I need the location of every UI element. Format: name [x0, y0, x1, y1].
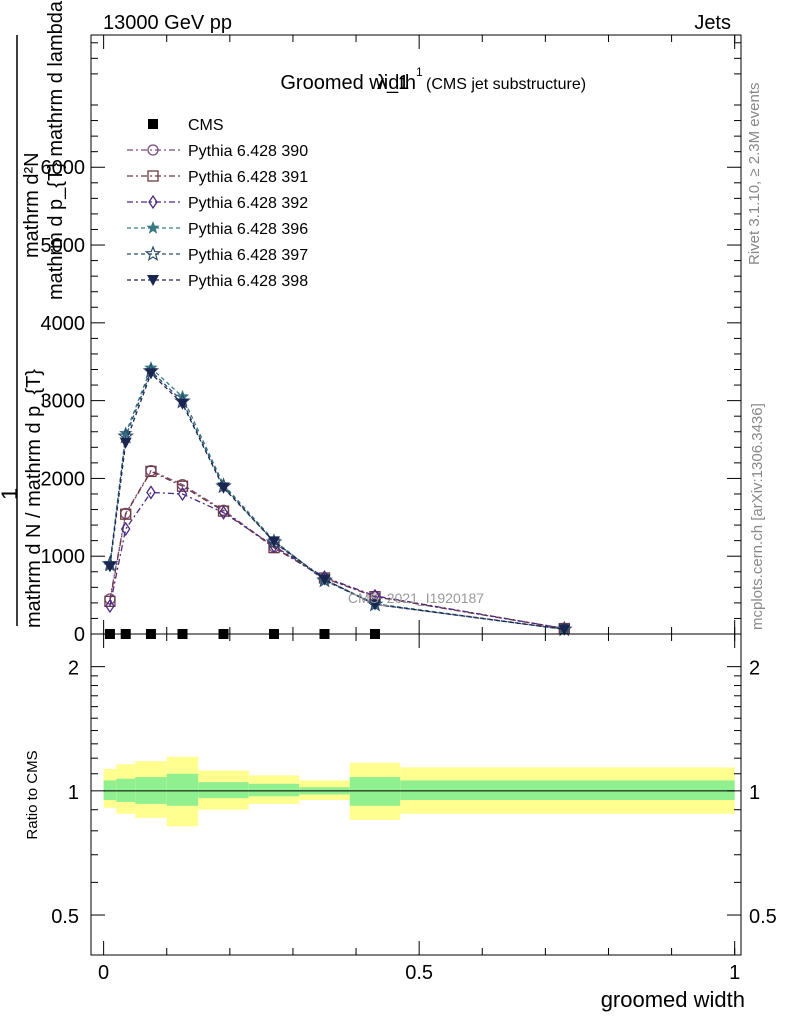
main-series-layer: [101, 361, 573, 639]
main-ytick-label: 0: [74, 624, 85, 646]
series-pythia-6-428-391: [104, 465, 570, 635]
ratio-ylabel: Ratio to CMS: [24, 750, 41, 839]
data-point: [119, 437, 132, 449]
title-symbol: λ_1: [377, 72, 409, 94]
ratio-band-inner: [116, 778, 136, 802]
ratio-uncertainty-bands: [103, 756, 735, 827]
data-point: [146, 485, 156, 500]
series-line: [109, 369, 565, 630]
legend: CMS Pythia 6.428 390 Pythia 6.428 391 Pythi…: [127, 117, 308, 290]
data-point: [558, 624, 571, 636]
data-point: [147, 170, 159, 182]
series-pythia-6-428-396: [103, 361, 571, 635]
ratio-ytick-label-right: 2: [749, 658, 760, 680]
main-ytick-label: 5000: [41, 235, 86, 257]
series-pythia-6-428-398: [103, 368, 571, 636]
ratio-band-inner: [103, 780, 117, 801]
ratio-ytick-label: 1: [68, 782, 79, 804]
ylabel-one: 1: [0, 488, 22, 500]
data-point: [268, 536, 281, 548]
data-point: [104, 595, 116, 607]
data-point: [175, 389, 190, 403]
data-point: [103, 561, 116, 573]
data-point: [146, 221, 160, 234]
series-pythia-6-428-397: [101, 362, 573, 637]
data-point: [218, 505, 229, 520]
data-point: [318, 574, 331, 586]
title-superscript: 1: [416, 65, 423, 79]
data-point: [147, 275, 159, 286]
ratio-frame: [90, 633, 742, 956]
ratio-ytick-label-right: 0.5: [749, 906, 777, 928]
data-point: [147, 144, 159, 156]
legend-label: Pythia 6.428 391: [188, 169, 308, 186]
rivet-label: Rivet 3.1.10, ≥ 2.3M events: [746, 83, 763, 266]
data-point: [120, 508, 132, 520]
ratio-xtick-label: 0.5: [405, 962, 433, 984]
data-point: [217, 482, 230, 494]
ylabel-numerator-2: mathrm d p_{T} mathrm d lambda: [45, 0, 67, 300]
xaxis-label: groomed width: [601, 987, 745, 1012]
ratio-band-inner: [400, 780, 735, 801]
data-point: [176, 480, 189, 492]
ratio-band-inner: [198, 782, 249, 799]
legend-label: Pythia 6.428 392: [188, 195, 308, 212]
header-process: Jets: [694, 12, 731, 34]
legend-label: Pythia 6.428 396: [188, 221, 308, 238]
legend-label: Pythia 6.428 397: [188, 247, 308, 264]
series-pythia-6-428-390: [104, 464, 570, 635]
ratio-xtick-label: 0: [98, 962, 109, 984]
ratio-panel: 0.5 0.5 1 1 2 2 0 0.5 1 Ratio to CMS groomed wid…: [24, 633, 777, 1012]
series-line: [109, 469, 565, 630]
chart-title: Groomed width: [280, 72, 416, 94]
ylabel-numerator: mathrm d²N: [21, 152, 43, 258]
legend-label: Pythia 6.428 398: [188, 273, 308, 290]
ratio-ytick-label-right: 1: [749, 782, 760, 804]
data-point: [144, 368, 157, 380]
main-ytick-label: 6000: [41, 157, 86, 179]
data-point: [148, 119, 158, 129]
main-ylabel: mathrm d²N mathrm d p_{T} mathrm d lambd…: [0, 0, 67, 628]
series-line: [109, 491, 565, 630]
main-ytick-label: 4000: [41, 313, 86, 335]
data-point: [148, 194, 158, 210]
ratio-band-inner: [248, 783, 300, 797]
data-point: [144, 245, 162, 262]
legend-label: CMS: [188, 117, 224, 134]
main-ytick-label: 1000: [41, 546, 86, 568]
main-ytick-label: 2000: [41, 468, 86, 490]
ratio-band-inner: [166, 773, 199, 806]
ratio-ytick-label: 2: [68, 658, 79, 680]
data-point: [176, 398, 189, 410]
data-point: [120, 521, 131, 537]
ylabel-denominator: mathrm d N / mathrm d p_{T}: [23, 369, 45, 628]
data-point: [368, 599, 381, 611]
ratio-xtick-label: 1: [729, 962, 740, 984]
mcplots-label: mcplots.cern.ch [arXiv:1306.3436]: [749, 403, 766, 630]
data-point: [177, 486, 188, 502]
ratio-band-inner: [349, 777, 401, 806]
ratio-axis-ticks: 0.5 0.5 1 1 2 2 0 0.5 1: [51, 634, 777, 984]
chart-subtitle: (CMS jet substructure): [426, 76, 586, 93]
data-point: [105, 598, 115, 614]
ratio-ytick-label: 0.5: [51, 906, 79, 928]
series-line: [109, 470, 565, 630]
series-pythia-6-428-392: [105, 485, 570, 636]
data-point: [145, 465, 157, 478]
main-ytick-label: 3000: [41, 391, 86, 413]
legend-label: Pythia 6.428 390: [188, 143, 308, 160]
main-axis-ticks: 0 1000 2000 3000 4000 5000 6000: [41, 35, 741, 646]
data-point: [144, 361, 158, 374]
series-line: [109, 366, 565, 630]
series-line: [109, 372, 565, 630]
analysis-watermark: CMS_2021_I1920187: [348, 590, 484, 606]
header-energy: 13000 GeV pp: [103, 12, 232, 34]
data-point: [119, 426, 133, 439]
